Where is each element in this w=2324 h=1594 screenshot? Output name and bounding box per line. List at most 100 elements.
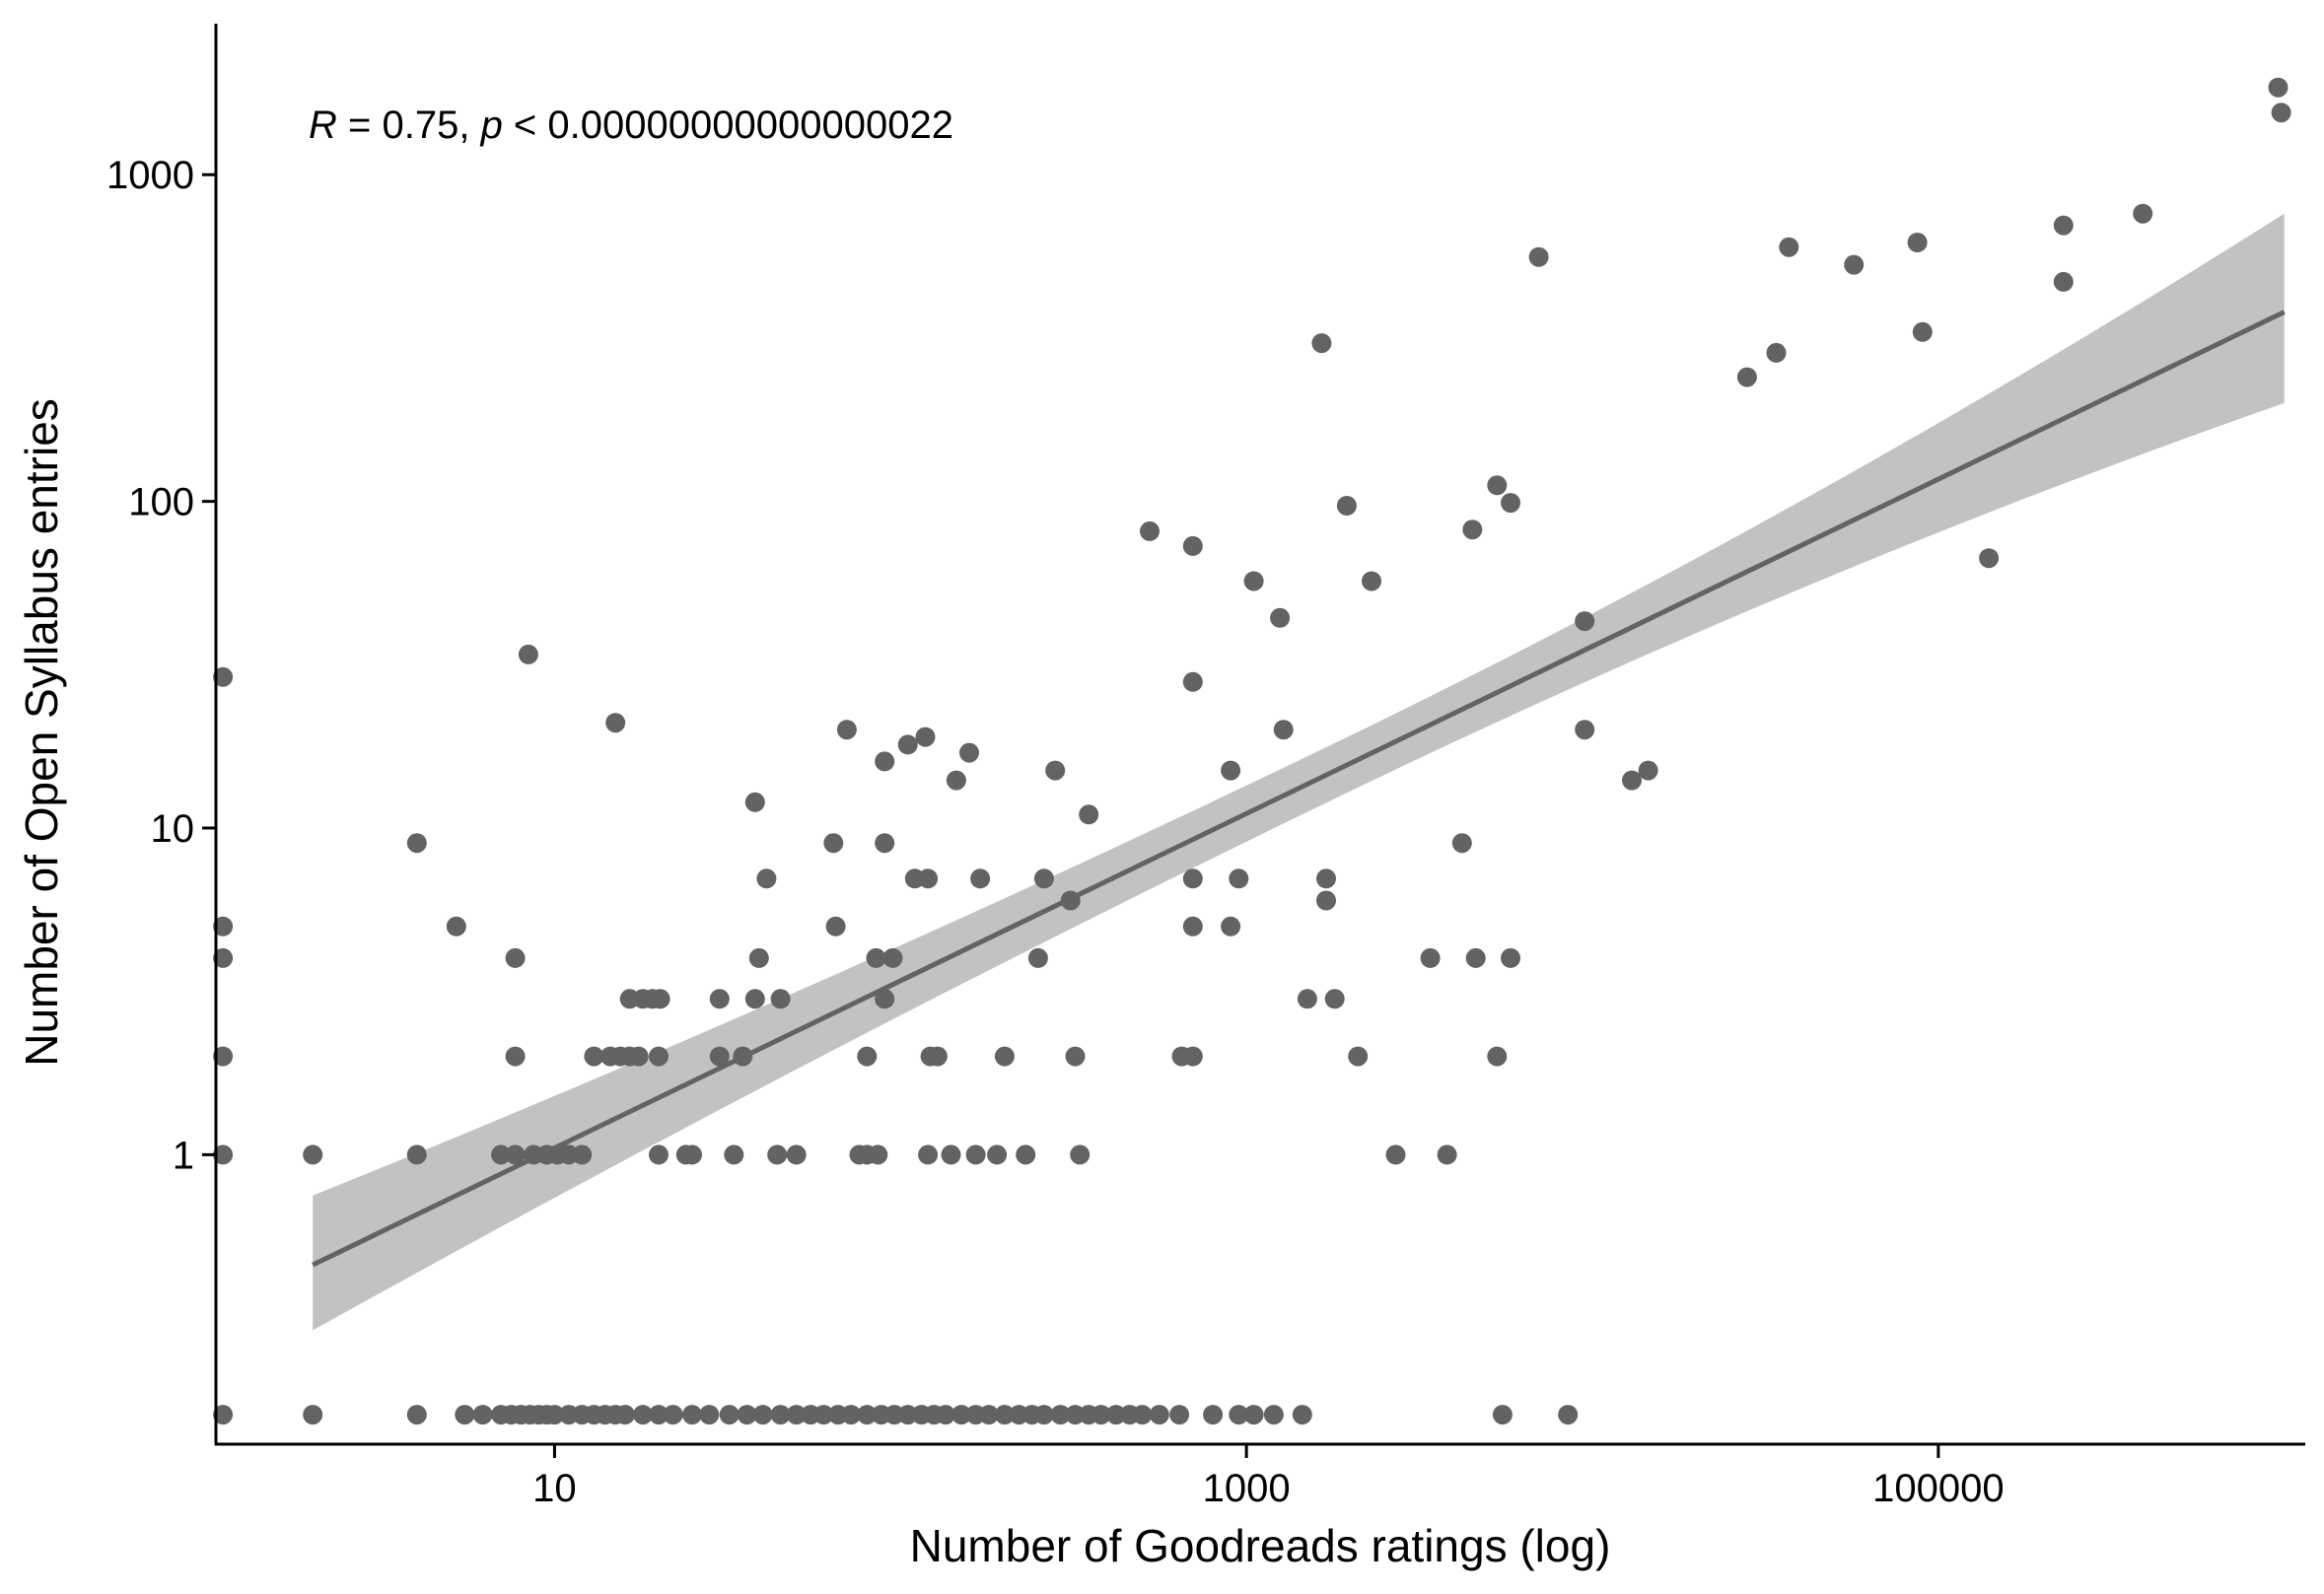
data-point [836, 720, 857, 740]
data-point [786, 1405, 807, 1425]
data-point [1229, 1405, 1249, 1425]
data-point [724, 1144, 744, 1165]
x-axis-title: Number of Goodreads ratings (log) [910, 1520, 1611, 1571]
data-point [1451, 833, 1472, 854]
data-point [1316, 890, 1336, 911]
data-point [767, 1144, 788, 1165]
data-point [1132, 1405, 1153, 1425]
data-point [770, 989, 791, 1009]
data-point [936, 1405, 955, 1425]
data-point [866, 947, 886, 968]
data-point [518, 644, 538, 664]
data-point [572, 1144, 593, 1165]
data-point [544, 1405, 565, 1425]
data-point [868, 1144, 888, 1165]
data-point [2133, 203, 2153, 224]
data-point [927, 1046, 948, 1067]
data-point [813, 1405, 834, 1425]
data-point [1907, 233, 1928, 252]
y-axis-ticks: 1 10 100 1000 [106, 154, 216, 1177]
data-point [719, 1405, 739, 1425]
data-point [682, 1405, 702, 1425]
fit-line-layer [312, 310, 2286, 1268]
data-point [748, 947, 769, 968]
data-point [709, 1046, 730, 1067]
data-point [2271, 103, 2291, 123]
data-point [1243, 1405, 1264, 1425]
data-point [951, 1405, 972, 1425]
data-point [213, 666, 234, 687]
x-axis-ticks: 10 1000 100000 [532, 1444, 2005, 1510]
data-point [1528, 246, 1549, 267]
data-point [959, 742, 979, 763]
data-point [1027, 947, 1048, 968]
data-point [1229, 868, 1249, 889]
data-point [1105, 1405, 1126, 1425]
data-point [213, 1144, 234, 1165]
data-point [584, 1046, 604, 1067]
data-point [857, 1405, 878, 1425]
data-point [1336, 496, 1357, 516]
data-point [987, 1144, 1008, 1165]
data-point [446, 916, 466, 936]
data-point [1091, 1405, 1111, 1425]
data-point [1273, 720, 1294, 740]
data-point [918, 1144, 939, 1165]
p-value: < 0.00000000000000022 [503, 104, 953, 147]
data-point [897, 734, 918, 755]
data-point [699, 1405, 720, 1425]
data-point [1221, 916, 1241, 936]
data-point [1182, 671, 1203, 692]
data-point [875, 751, 895, 772]
confidence-band-layer [313, 213, 2285, 1331]
data-point [1292, 1405, 1312, 1425]
data-point [1182, 1046, 1203, 1067]
data-point [1045, 760, 1066, 781]
data-point [505, 1144, 526, 1165]
data-point [303, 1144, 323, 1165]
data-point [649, 1046, 669, 1067]
data-point [857, 1046, 878, 1067]
data-point [1501, 493, 1520, 514]
data-point [1362, 571, 1381, 591]
data-point [2053, 271, 2074, 292]
data-point [213, 947, 234, 968]
y-tick-label: 100 [128, 481, 194, 524]
data-point [756, 868, 777, 889]
data-point [406, 833, 427, 854]
data-point [455, 1405, 475, 1425]
data-point [1324, 989, 1345, 1009]
data-point [2053, 215, 2074, 236]
data-point [213, 916, 234, 936]
data-point [1736, 367, 1757, 387]
data-point [1070, 1144, 1091, 1165]
data-point [1316, 868, 1336, 889]
data-point [1270, 607, 1291, 628]
data-point [1221, 760, 1241, 781]
data-point [505, 1046, 526, 1067]
data-point [1263, 1405, 1284, 1425]
data-point [213, 1046, 234, 1067]
data-point [1844, 254, 1865, 275]
data-point [1575, 611, 1595, 632]
data-point [213, 1405, 234, 1425]
data-point [897, 1405, 918, 1425]
y-axis-title: Number of Open Syllabus entries [16, 398, 67, 1067]
data-point [1311, 333, 1332, 354]
data-point [1033, 868, 1054, 889]
data-point [1065, 1046, 1086, 1067]
regression-line [312, 310, 2286, 1268]
y-tick-label: 1 [173, 1134, 194, 1177]
data-point [1912, 321, 1933, 342]
data-point [770, 1405, 791, 1425]
data-point [737, 1405, 757, 1425]
data-point [825, 916, 846, 936]
data-point [1243, 571, 1264, 591]
data-point [472, 1405, 493, 1425]
data-point [1492, 1405, 1513, 1425]
data-point [1462, 520, 1483, 540]
data-point [965, 1144, 986, 1165]
data-point [663, 1405, 683, 1425]
data-point [650, 989, 670, 1009]
